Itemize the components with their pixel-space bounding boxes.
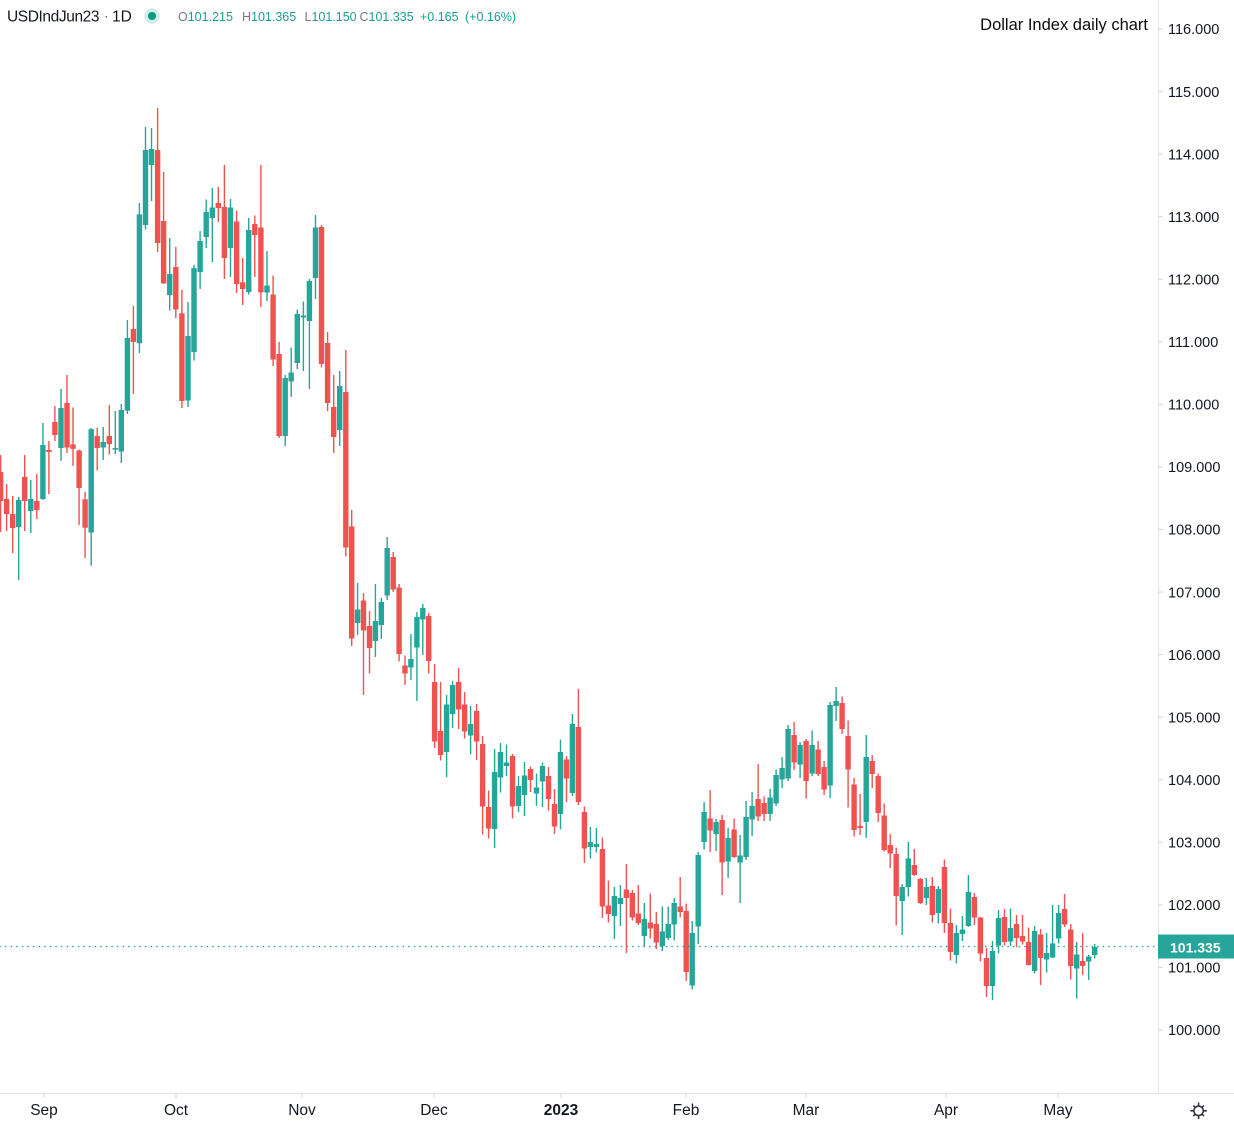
svg-text:114.000: 114.000 bbox=[1168, 147, 1219, 163]
svg-text:116.000: 116.000 bbox=[1168, 22, 1219, 38]
svg-text:107.000: 107.000 bbox=[1168, 585, 1220, 601]
svg-text:Dec: Dec bbox=[420, 1102, 448, 1119]
svg-text:1D: 1D bbox=[112, 9, 132, 26]
svg-text:Mar: Mar bbox=[793, 1102, 820, 1119]
svg-text:Feb: Feb bbox=[673, 1102, 700, 1119]
svg-text:Sep: Sep bbox=[30, 1102, 58, 1119]
svg-text:113.000: 113.000 bbox=[1168, 210, 1219, 226]
svg-text:111.000: 111.000 bbox=[1168, 335, 1218, 351]
svg-text:102.000: 102.000 bbox=[1168, 898, 1220, 914]
svg-text:106.000: 106.000 bbox=[1168, 648, 1220, 664]
svg-text:Apr: Apr bbox=[934, 1102, 958, 1119]
svg-text:110.000: 110.000 bbox=[1168, 398, 1219, 414]
svg-text:Dollar Index daily chart: Dollar Index daily chart bbox=[980, 16, 1148, 34]
svg-text:103.000: 103.000 bbox=[1168, 836, 1220, 852]
svg-text:109.000: 109.000 bbox=[1168, 460, 1220, 476]
svg-text:115.000: 115.000 bbox=[1168, 85, 1219, 101]
svg-text:112.000: 112.000 bbox=[1168, 272, 1219, 288]
svg-text:·: · bbox=[104, 8, 109, 24]
svg-text:104.000: 104.000 bbox=[1168, 773, 1220, 789]
svg-text:108.000: 108.000 bbox=[1168, 523, 1220, 539]
svg-text:105.000: 105.000 bbox=[1168, 710, 1220, 726]
svg-text:100.000: 100.000 bbox=[1168, 1023, 1220, 1039]
svg-text:USDIndJun23: USDIndJun23 bbox=[7, 9, 99, 26]
svg-text:101.335: 101.335 bbox=[1170, 940, 1221, 956]
svg-text:Oct: Oct bbox=[164, 1102, 189, 1119]
svg-text:101.000: 101.000 bbox=[1168, 961, 1220, 977]
svg-text:May: May bbox=[1043, 1102, 1073, 1119]
svg-text:2023: 2023 bbox=[544, 1102, 579, 1119]
svg-text:Nov: Nov bbox=[288, 1102, 316, 1119]
